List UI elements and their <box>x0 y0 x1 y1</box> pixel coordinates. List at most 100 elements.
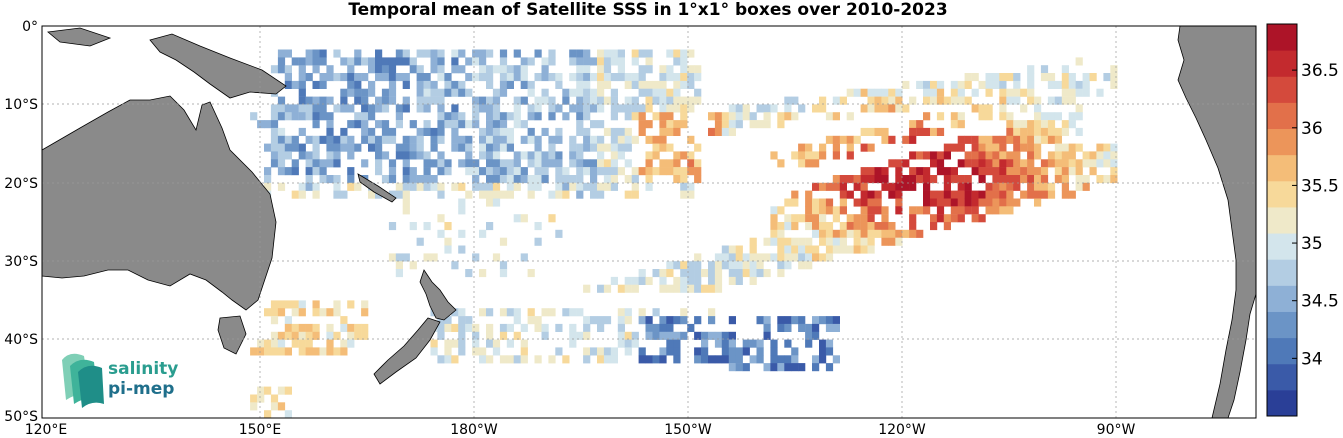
sss-cell <box>777 269 785 278</box>
sss-cell <box>444 237 452 246</box>
sss-cell <box>1020 135 1028 144</box>
sss-cell <box>874 167 882 176</box>
sss-cell <box>402 151 410 160</box>
sss-cell <box>763 316 771 325</box>
sss-cell <box>791 190 799 199</box>
sss-cell <box>486 143 494 152</box>
sss-cell <box>728 331 736 340</box>
sss-cell <box>534 175 542 184</box>
sss-cell <box>451 135 459 144</box>
sss-cell <box>1110 143 1118 152</box>
sss-cell <box>347 151 355 160</box>
sss-cell <box>583 323 591 332</box>
sss-cell <box>569 143 577 152</box>
sss-cell <box>499 355 508 364</box>
sss-cell <box>333 143 341 152</box>
sss-cell <box>749 120 757 129</box>
gridlines <box>42 26 1256 418</box>
sss-cell <box>423 88 431 97</box>
sss-cell <box>819 143 827 152</box>
sss-cell <box>943 151 951 160</box>
sss-cell <box>832 182 840 191</box>
sss-cell <box>340 73 348 82</box>
sss-cell <box>465 316 473 325</box>
sss-cell <box>1027 143 1035 152</box>
sss-cell <box>687 159 695 168</box>
map-frame <box>41 25 1257 419</box>
sss-cell <box>590 57 598 66</box>
x-tick-label: 180°W <box>450 422 498 438</box>
sss-cell <box>486 190 494 199</box>
sss-cell <box>284 135 292 144</box>
sss-cell <box>270 159 279 168</box>
sss-cell <box>978 214 986 223</box>
sss-cell <box>499 159 508 168</box>
sss-cell <box>881 237 889 246</box>
sss-cell <box>1068 143 1076 152</box>
sss-cell <box>895 167 903 176</box>
sss-cell <box>930 96 938 105</box>
sss-cell <box>916 80 924 89</box>
sss-cell <box>298 57 306 66</box>
sss-cell <box>1089 151 1097 160</box>
sss-cell <box>902 182 910 191</box>
sss-cell <box>472 339 480 348</box>
sss-cell <box>1006 182 1014 191</box>
sss-cell <box>284 316 292 325</box>
sss-cell <box>1006 206 1014 215</box>
sss-cell <box>555 159 563 168</box>
sss-cell <box>326 159 334 168</box>
sss-cell <box>472 167 480 176</box>
sss-cell <box>708 308 716 317</box>
sss-cell <box>541 127 549 136</box>
sss-cell <box>527 190 535 199</box>
sss-cell <box>319 57 327 66</box>
sss-cell <box>451 261 459 270</box>
sss-cell <box>381 57 390 66</box>
sss-cell <box>923 112 931 121</box>
sss-cell <box>375 143 383 152</box>
sss-cell <box>513 175 521 184</box>
sss-cell <box>825 229 834 238</box>
sss-cell <box>284 331 292 340</box>
sss-cell <box>832 355 840 364</box>
sss-cell <box>437 190 445 199</box>
sss-cell <box>270 120 279 129</box>
sss-cell <box>617 143 625 152</box>
sss-cell <box>853 222 861 231</box>
sss-cell <box>312 80 320 89</box>
sss-cell <box>548 112 556 121</box>
sss-cell <box>437 120 445 129</box>
sss-cell <box>312 143 320 152</box>
sss-cell <box>853 214 861 223</box>
sss-cell <box>395 182 403 191</box>
sss-cell <box>930 214 938 223</box>
sss-cell <box>576 143 584 152</box>
sss-cell <box>825 363 834 372</box>
sss-cell <box>1040 182 1049 191</box>
sss-cell <box>992 73 1000 82</box>
sss-cell <box>416 49 424 58</box>
sss-cell <box>839 229 847 238</box>
sss-cell <box>756 339 764 348</box>
sss-cell <box>680 112 688 121</box>
sss-cell <box>548 214 556 223</box>
sss-cell <box>687 96 695 105</box>
sss-cell <box>666 159 674 168</box>
sss-cell <box>492 135 501 144</box>
sss-cell <box>513 73 521 82</box>
sss-cell <box>805 206 813 215</box>
timor-land <box>47 27 112 47</box>
sss-cell <box>375 120 383 129</box>
sss-cell <box>666 261 674 270</box>
sss-cell <box>784 214 792 223</box>
sss-cell <box>576 88 584 97</box>
sss-cell <box>333 190 341 199</box>
sss-cell <box>291 323 299 332</box>
sss-cell <box>1027 120 1035 129</box>
sss-cell <box>749 355 757 364</box>
sss-cell <box>923 96 931 105</box>
sss-cell <box>541 167 549 176</box>
sss-cell <box>812 331 820 340</box>
sss-cell <box>617 65 625 74</box>
